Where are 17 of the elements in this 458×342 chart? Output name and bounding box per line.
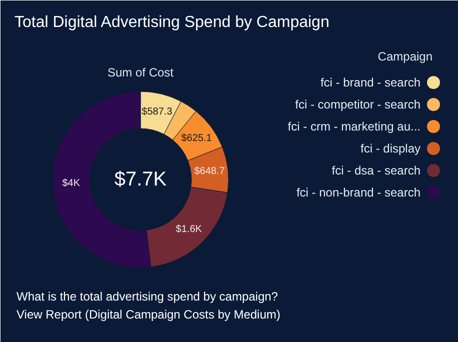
data-label: $587.3 xyxy=(142,106,173,118)
legend-label: fci - display xyxy=(360,142,421,156)
chart-title: Total Digital Advertising Spend by Campaign xyxy=(14,14,330,31)
text: $7.7K xyxy=(114,168,168,190)
legend-label: fci - competitor - search xyxy=(295,98,421,112)
legend-title: Campaign xyxy=(378,50,433,64)
legend-label: fci - brand - search xyxy=(320,76,421,90)
chart-subtitle: Sum of Cost xyxy=(107,66,174,80)
data-label: $1.6K xyxy=(176,224,202,235)
text: What is the total advertising spend by campaign? xyxy=(16,290,278,304)
data-label: $625.1 xyxy=(181,132,212,144)
legend-label: fci - crm - marketing au... xyxy=(288,120,421,134)
data-label: $648.7 xyxy=(194,166,226,178)
legend-label: fci - dsa - search xyxy=(332,164,421,178)
text: View Report (Digital Campaign Costs by Medium) xyxy=(16,308,280,322)
legend-label: fci - non-brand - search xyxy=(296,186,421,200)
data-label: $4K xyxy=(62,178,80,190)
